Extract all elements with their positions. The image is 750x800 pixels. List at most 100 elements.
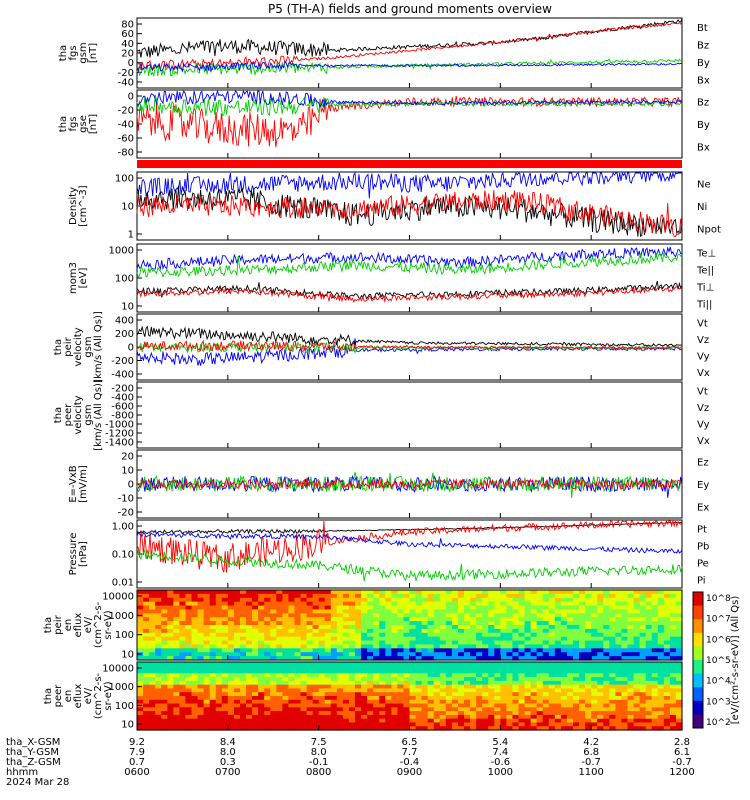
spectrogram-cell <box>421 613 429 618</box>
spectrogram-cell <box>669 648 677 653</box>
spectrogram-cell <box>252 665 259 671</box>
spectrogram-cell <box>336 609 344 614</box>
spectrogram-cell <box>246 609 253 614</box>
spectrogram-cell <box>179 636 187 642</box>
spectrogram-cell <box>482 665 489 671</box>
spectrogram-cell <box>330 644 338 649</box>
spectrogram-cell <box>457 605 465 611</box>
spectrogram-cell <box>391 722 398 727</box>
spectrogram-cell <box>373 621 380 626</box>
ephemeris-value: 4.2 <box>583 737 599 748</box>
spectrogram-cell <box>639 707 647 712</box>
spectrogram-cell <box>391 665 398 671</box>
spectrogram-cell <box>657 597 665 603</box>
spectrogram-cell <box>330 684 338 690</box>
spectrogram-cell <box>221 722 229 727</box>
spectrogram-cell <box>542 707 550 712</box>
spectrogram-cell <box>409 688 417 693</box>
spectrogram-cell <box>252 613 259 618</box>
spectrogram-cell <box>252 605 259 611</box>
spectrogram-cell <box>227 669 235 674</box>
y-tick-label: -40 <box>118 78 134 89</box>
y-tick-label: 0.10 <box>112 550 134 561</box>
spectrogram-cell <box>276 699 283 705</box>
spectrogram-cell <box>457 722 465 727</box>
spectrogram-cell <box>542 590 550 595</box>
spectrogram-cell <box>548 680 556 686</box>
spectrogram-cell <box>603 621 610 626</box>
ephemeris-value: 6.1 <box>674 747 690 758</box>
spectrogram-cell <box>379 669 386 674</box>
spectrogram-cell <box>675 617 683 622</box>
spectrogram-cell <box>675 593 683 599</box>
spectrogram-cell <box>506 640 514 646</box>
spectrogram-cell <box>179 640 187 646</box>
spectrogram-cell <box>591 632 598 638</box>
spectrogram-cell <box>464 625 471 630</box>
spectrogram-cell <box>336 625 344 630</box>
spectrogram-cell <box>403 722 411 727</box>
spectrogram-cell <box>391 680 398 686</box>
spectrogram-cell <box>494 680 501 686</box>
spectrogram-cell <box>579 722 586 727</box>
spectrogram-cell <box>227 628 235 634</box>
panel-frame <box>136 243 683 313</box>
spectrogram-cell <box>252 696 259 701</box>
spectrogram-cell <box>173 699 180 705</box>
spectrogram-cell <box>143 652 150 657</box>
spectrogram-cell <box>470 601 477 607</box>
spectrogram-cell <box>155 677 162 682</box>
colorbar: 10^810^710^610^510^410^310^2 [eV/(cm²-s-s… <box>692 591 741 729</box>
spectrogram-cell <box>221 609 229 614</box>
spectrogram-cell <box>318 673 326 678</box>
spectrogram-cell <box>367 628 374 634</box>
spectrogram-cell <box>179 617 187 622</box>
spectrogram-cell <box>663 636 671 642</box>
spectrogram-cell <box>439 621 447 626</box>
spectrogram-cell <box>482 718 489 724</box>
spectrogram-cell <box>252 656 259 661</box>
spectrogram-cell <box>361 632 368 638</box>
spectrogram-cell <box>518 696 526 701</box>
spectrogram-cell <box>276 652 283 657</box>
y-tick-label: 60 <box>121 29 134 40</box>
spectrogram-cell <box>149 677 156 682</box>
spectrogram-cell <box>675 688 683 693</box>
spectrogram-cell <box>167 726 174 731</box>
spectrogram-cell <box>470 703 477 708</box>
spectrogram-cell <box>379 673 386 678</box>
spectrogram-cell <box>137 601 144 607</box>
spectrogram-cell <box>663 677 671 682</box>
spectrogram-cell <box>252 703 259 708</box>
spectrogram-cell <box>239 644 247 649</box>
spectrogram-cell <box>391 609 398 614</box>
spectrogram-cell <box>542 625 550 630</box>
y-axis-label: eflux <box>73 684 84 709</box>
spectrogram-cell <box>397 625 405 630</box>
spectrogram-cell <box>282 696 289 701</box>
spectrogram-cell <box>155 665 162 671</box>
spectrogram-cell <box>336 613 344 618</box>
spectrogram-cell <box>542 726 550 731</box>
colorbar-label: 10^5 <box>706 656 731 666</box>
spectrogram-cell <box>336 684 344 690</box>
spectrogram-cell <box>500 609 507 614</box>
spectrogram-cell <box>663 593 671 599</box>
spectrogram-cell <box>633 617 641 622</box>
spectrogram-cell <box>379 613 386 618</box>
spectrogram-cell <box>330 593 338 599</box>
spectrogram-cell <box>433 688 441 693</box>
spectrogram-cell <box>585 692 592 697</box>
spectrogram-cell <box>227 621 235 626</box>
spectrogram-cell <box>651 714 659 720</box>
ephemeris-value: 7.4 <box>492 747 508 758</box>
spectrogram-cell <box>318 665 326 671</box>
spectrogram-cell <box>573 652 580 657</box>
spectrogram-cell <box>149 644 156 649</box>
spectrogram-cell <box>270 640 277 646</box>
spectrogram-cell <box>215 688 223 693</box>
spectrogram-cell <box>173 680 180 686</box>
spectrogram-cell <box>149 601 156 607</box>
spectrogram-cell <box>591 688 598 693</box>
spectrogram-cell <box>512 617 520 622</box>
